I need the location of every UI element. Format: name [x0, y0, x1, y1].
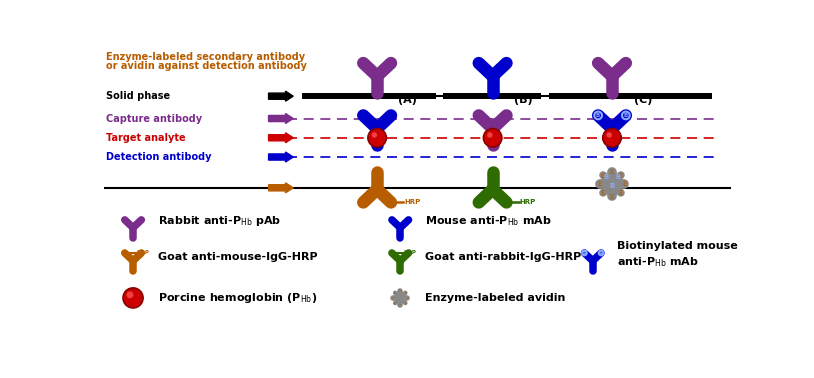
Text: B: B — [599, 251, 603, 256]
Text: Rabbit anti-P$_{\mathsf{Hb}}$ pAb: Rabbit anti-P$_{\mathsf{Hb}}$ pAb — [158, 214, 281, 228]
Text: Porcine hemoglobin (P$_{\mathsf{Hb}}$): Porcine hemoglobin (P$_{\mathsf{Hb}}$) — [158, 291, 317, 305]
Text: ε: ε — [399, 303, 401, 307]
Text: (C): (C) — [633, 94, 652, 105]
Text: Goat anti-rabbit-IgG-HRP: Goat anti-rabbit-IgG-HRP — [425, 252, 581, 262]
Text: HRP: HRP — [136, 251, 149, 256]
Text: Detection antibody: Detection antibody — [106, 152, 212, 162]
Text: ε: ε — [597, 180, 602, 189]
Text: ε: ε — [405, 291, 406, 295]
Text: B: B — [582, 251, 587, 256]
FancyArrow shape — [269, 133, 293, 143]
Text: HRP: HRP — [404, 200, 420, 205]
Circle shape — [126, 291, 133, 298]
Text: B: B — [615, 174, 621, 180]
Text: Target analyte: Target analyte — [106, 133, 186, 143]
Text: B: B — [610, 183, 615, 189]
Circle shape — [602, 129, 621, 147]
Bar — [303, 93, 436, 99]
Bar — [443, 93, 541, 99]
Circle shape — [368, 129, 387, 147]
Text: ε: ε — [406, 296, 409, 300]
Text: Solid phase: Solid phase — [106, 91, 170, 101]
Text: ε: ε — [601, 188, 606, 197]
Text: ε: ε — [619, 170, 623, 180]
Text: B: B — [603, 174, 608, 180]
Circle shape — [371, 132, 377, 138]
Circle shape — [487, 132, 492, 138]
Text: (A): (A) — [399, 94, 418, 105]
Text: Enzyme-labeled secondary antibody: Enzyme-labeled secondary antibody — [106, 51, 305, 62]
FancyArrow shape — [269, 152, 293, 162]
FancyArrow shape — [269, 91, 293, 101]
Text: (B): (B) — [514, 94, 532, 105]
FancyArrow shape — [269, 183, 293, 193]
Text: ε: ε — [610, 192, 615, 201]
Circle shape — [606, 132, 612, 138]
Text: HRP: HRP — [519, 200, 536, 205]
Text: ε: ε — [394, 291, 396, 295]
Circle shape — [484, 129, 502, 147]
Text: Goat anti-mouse-IgG-HRP: Goat anti-mouse-IgG-HRP — [158, 252, 317, 262]
Text: Mouse anti-P$_{\mathsf{Hb}}$ mAb: Mouse anti-P$_{\mathsf{Hb}}$ mAb — [425, 214, 552, 228]
Text: Enzyme-labeled avidin: Enzyme-labeled avidin — [425, 293, 565, 303]
Text: ε: ε — [399, 289, 401, 293]
Text: ε: ε — [405, 301, 406, 305]
Text: ε: ε — [392, 296, 394, 300]
Text: B: B — [596, 113, 600, 118]
Text: HRP: HRP — [404, 251, 416, 256]
Text: Biotinylated mouse
anti-P$_{\mathsf{Hb}}$ mAb: Biotinylated mouse anti-P$_{\mathsf{Hb}}… — [617, 241, 738, 269]
Text: Capture antibody: Capture antibody — [106, 113, 202, 124]
Text: ε: ε — [601, 170, 606, 180]
Circle shape — [123, 288, 143, 308]
Text: ε: ε — [610, 167, 615, 176]
Bar — [549, 93, 712, 99]
Text: or avidin against detection antibody: or avidin against detection antibody — [106, 61, 307, 71]
FancyArrow shape — [269, 113, 293, 124]
Text: ε: ε — [394, 301, 396, 305]
Text: ε: ε — [619, 188, 623, 197]
Text: B: B — [624, 113, 628, 118]
Text: ε: ε — [622, 180, 627, 189]
